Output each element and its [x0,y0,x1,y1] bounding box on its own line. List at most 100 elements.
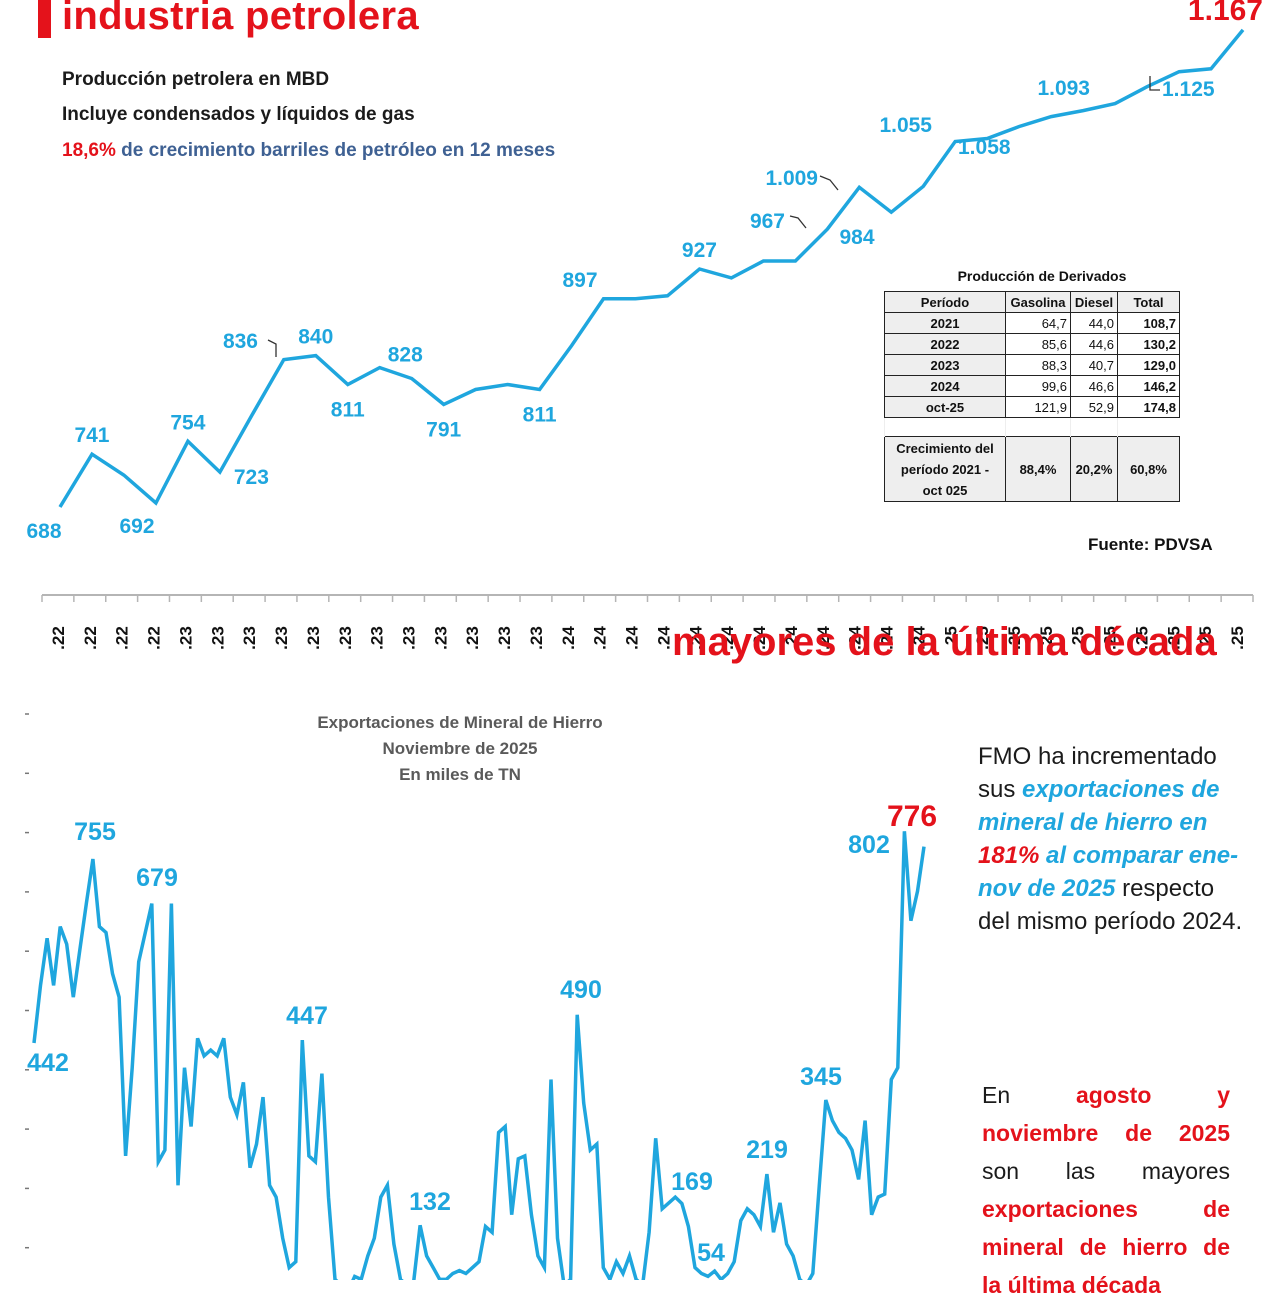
data-label: 811 [331,398,365,421]
data-label: 54 [697,1239,725,1267]
aug-line: exportaciones de [982,1190,1230,1228]
growth-label-line: Crecimiento del [896,441,994,456]
header-total: Total [1118,292,1180,313]
aug-word: la última década [982,1272,1161,1298]
overlay-heading: mayores de la última década [672,620,1217,665]
data-label: 776 [887,800,937,833]
data-label: 442 [27,1049,69,1077]
data-label: 447 [286,1002,328,1030]
leader-line [790,216,806,228]
x-tick-label: .22 [113,626,132,650]
x-tick-label: .23 [208,626,227,650]
header-diesel: Diesel [1071,292,1118,313]
x-tick-label: .23 [240,626,259,650]
data-label: 1.125 [1162,78,1215,101]
leader-line [268,340,276,357]
data-label: 840 [298,326,333,349]
x-tick-label: .23 [368,626,387,650]
x-tick-label: .24 [623,626,642,650]
aug-word: las [1066,1158,1095,1184]
data-label: 802 [848,831,890,859]
table-title: Producción de Derivados [884,268,1200,284]
data-label: 132 [409,1188,451,1216]
cell-diesel: 44,0 [1071,313,1118,334]
data-label: 1.058 [958,136,1011,159]
aug-word: 2025 [1179,1120,1230,1146]
data-label: 811 [523,403,557,426]
cell-gasolina: 121,9 [1006,397,1071,418]
data-label: 169 [671,1168,713,1196]
data-label: 219 [746,1136,788,1164]
growth-diesel: 20,2% [1071,437,1118,502]
aug-line: noviembre de 2025 [982,1114,1230,1152]
x-tick-label: .25 [1228,626,1247,650]
x-tick-label: .22 [81,626,100,650]
x-tick-label: .23 [431,626,450,650]
aug-word: de [1203,1234,1230,1260]
cell-diesel: 46,6 [1071,376,1118,397]
aug-word: de [1080,1234,1107,1260]
data-label: 754 [170,411,205,434]
data-label: 927 [682,239,717,262]
data-label: 1.009 [765,167,818,190]
cell-gasolina: 85,6 [1006,334,1071,355]
data-label: 741 [74,424,109,447]
data-label: 828 [388,344,423,367]
x-tick-label: .23 [336,626,355,650]
data-label: 679 [136,864,178,892]
cell-gasolina: 64,7 [1006,313,1071,334]
growth-label-line: período 2021 - [901,462,989,477]
data-label: 688 [26,520,61,543]
aug-word: de [1203,1196,1230,1222]
aug-word: noviembre [982,1120,1098,1146]
cell-period: 2024 [885,376,1006,397]
fmo-percentage: 181% [978,842,1039,869]
data-label: 984 [839,226,874,249]
growth-gasolina: 88,4% [1006,437,1071,502]
cell-diesel: 40,7 [1071,355,1118,376]
aug-word: exportaciones [982,1196,1138,1222]
aug-word: mayores [1142,1158,1230,1184]
aug-line: En agosto y [982,1076,1230,1114]
cell-period: 2021 [885,313,1006,334]
x-tick-label: .23 [463,626,482,650]
cell-total: 108,7 [1118,313,1180,334]
data-label: 1.167 [1188,0,1263,27]
aug-line: la última década [982,1266,1230,1304]
data-label: 723 [234,466,269,489]
x-tick-label: .24 [654,626,673,650]
x-tick-label: .24 [591,626,610,650]
cell-period: oct-25 [885,397,1006,418]
x-tick-label: .23 [304,626,323,650]
cell-period: 2023 [885,355,1006,376]
cell-period: 2022 [885,334,1006,355]
x-tick-label: .22 [49,626,68,650]
x-tick-label: .24 [559,626,578,650]
cell-diesel: 52,9 [1071,397,1118,418]
cell-gasolina: 99,6 [1006,376,1071,397]
header-gasolina: Gasolina [1006,292,1071,313]
x-tick-label: .22 [145,626,164,650]
aug-word: hierro [1122,1234,1187,1260]
source-note: Fuente: PDVSA [1088,535,1213,555]
x-tick-label: .23 [272,626,291,650]
data-label: 897 [562,269,597,292]
table-spacer-row [885,418,1180,437]
cell-total: 129,0 [1118,355,1180,376]
leader-line [820,176,838,190]
august-commentary: En agosto y noviembre de 2025 son las ma… [982,1076,1230,1304]
aug-line: mineral de hierro de [982,1228,1230,1266]
aug-line: son las mayores [982,1152,1230,1190]
x-tick-label: .23 [176,626,195,650]
data-label: 791 [426,418,461,441]
data-label: 1.093 [1037,77,1090,100]
